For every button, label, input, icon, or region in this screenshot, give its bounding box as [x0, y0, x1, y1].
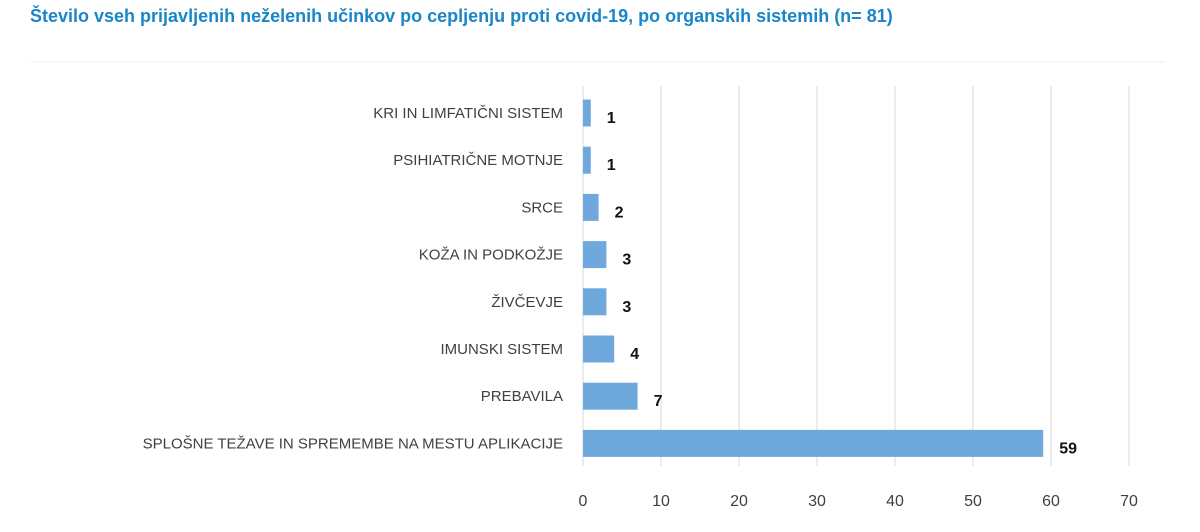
x-tick-label: 70 — [1120, 493, 1138, 510]
data-label: 59 — [1059, 440, 1077, 457]
data-label: 2 — [615, 204, 624, 221]
data-label: 3 — [622, 299, 631, 316]
data-label: 7 — [654, 393, 663, 410]
x-tick-label: 40 — [886, 493, 904, 510]
data-label: 1 — [607, 110, 616, 127]
category-label: PSIHIATRIČNE MOTNJE — [393, 152, 563, 169]
bars — [583, 99, 1044, 457]
category-labels: KRI IN LIMFATIČNI SISTEM PSIHIATRIČNE MOT… — [143, 105, 563, 452]
category-label: SRCE — [521, 199, 563, 216]
x-tick-label: 10 — [652, 493, 670, 510]
x-axis-tick-labels: 0 10 20 30 40 50 60 70 — [579, 493, 1138, 510]
bar — [583, 382, 638, 410]
bar — [583, 193, 599, 221]
x-tick-label: 30 — [808, 493, 826, 510]
bar — [583, 429, 1044, 457]
x-tick-label: 0 — [579, 493, 588, 510]
bar — [583, 288, 607, 316]
bar — [583, 146, 591, 174]
bar — [583, 99, 591, 127]
gridlines — [30, 61, 1165, 466]
bar — [583, 335, 615, 363]
category-label: IMUNSKI SISTEM — [440, 341, 563, 358]
chart-title: Število vseh prijavljenih neželenih učin… — [30, 6, 893, 26]
category-label: SPLOŠNE TEŽAVE IN SPREMEMBE NA MESTU APL… — [143, 435, 563, 452]
x-tick-label: 50 — [964, 493, 982, 510]
data-label: 1 — [607, 157, 616, 174]
category-label: PREBAVILA — [481, 388, 563, 405]
x-tick-label: 60 — [1042, 493, 1060, 510]
data-labels: 1 1 2 3 3 4 7 59 — [607, 110, 1077, 457]
category-label: ŽIVČEVJE — [491, 294, 563, 311]
category-label: KRI IN LIMFATIČNI SISTEM — [373, 105, 563, 122]
data-label: 3 — [622, 252, 631, 269]
bar — [583, 241, 607, 269]
category-label: KOŽA IN PODKOŽJE — [419, 247, 563, 264]
data-label: 4 — [630, 346, 639, 363]
x-tick-label: 20 — [730, 493, 748, 510]
